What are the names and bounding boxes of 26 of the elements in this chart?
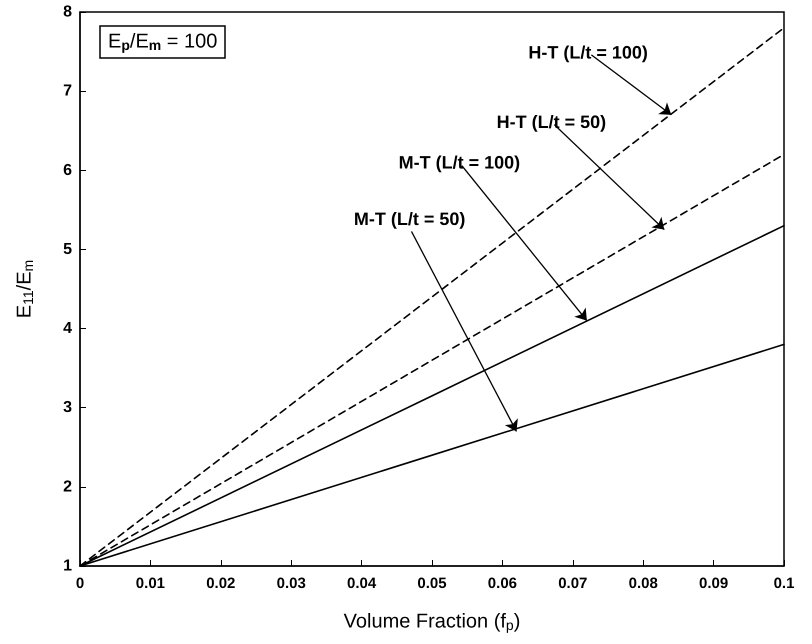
- x-tick-label: 0.02: [206, 575, 236, 592]
- annotation: Ep/Em = 100: [108, 30, 218, 53]
- annotation: H-T (L/t = 50): [496, 112, 606, 132]
- y-axis-title: E11/Em: [14, 260, 36, 318]
- x-tick-label: 0.08: [628, 575, 658, 592]
- x-tick-label: 0.04: [347, 575, 377, 592]
- y-tick-label: 8: [63, 4, 72, 20]
- annotation: H-T (L/t = 100): [528, 42, 648, 62]
- x-tick-label: 0.03: [276, 575, 306, 592]
- x-tick-label: 0.07: [558, 575, 588, 592]
- x-tick-label: 0: [76, 575, 84, 592]
- y-tick-label: 6: [63, 162, 72, 179]
- y-tick-label: 1: [63, 558, 72, 574]
- y-tick-label: 4: [63, 320, 72, 338]
- x-tick-label: 0.09: [699, 575, 728, 592]
- y-tick-label: 7: [63, 82, 72, 100]
- annotation: M-T (L/t = 100): [398, 152, 520, 173]
- x-tick-label: 0.1: [774, 575, 794, 592]
- x-tick-label: 0.06: [488, 575, 517, 592]
- y-tick-label: 2: [63, 478, 72, 496]
- y-tick-label: 5: [63, 240, 72, 258]
- y-tick-label: 3: [63, 399, 72, 416]
- x-axis-title: Volume Fraction (fp): [344, 610, 520, 633]
- annotation: M-T (L/t = 50): [354, 208, 466, 229]
- x-tick-label: 0.05: [417, 575, 447, 592]
- x-tick-label: 0.01: [136, 575, 165, 592]
